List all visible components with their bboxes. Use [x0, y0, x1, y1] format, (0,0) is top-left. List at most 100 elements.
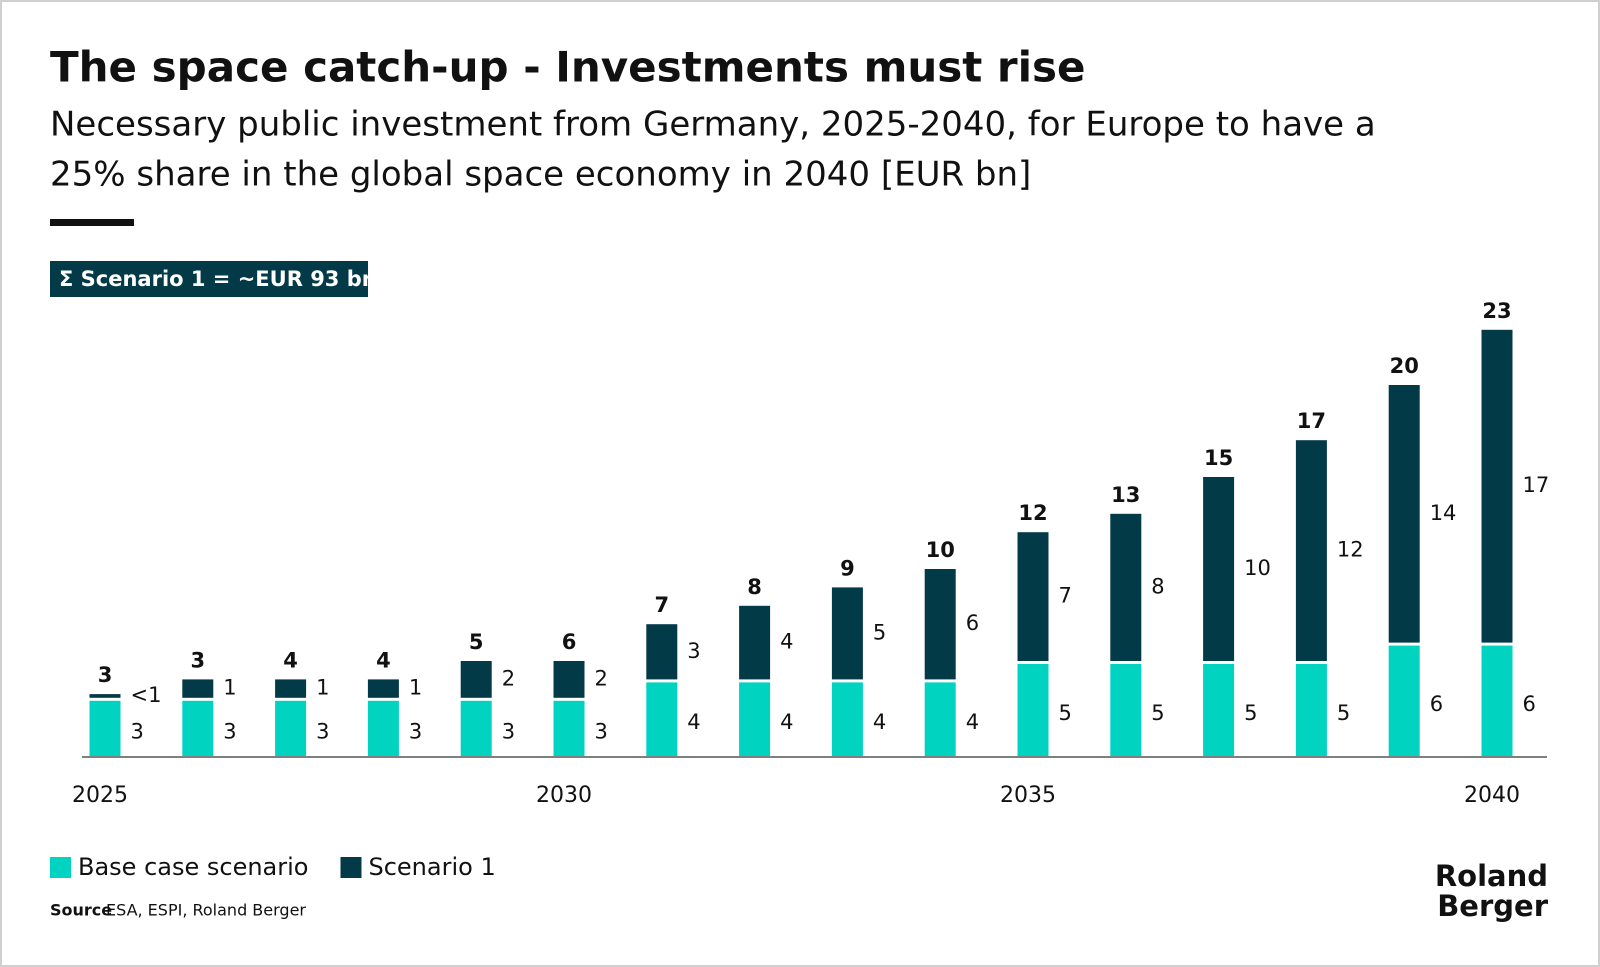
value-label: 6: [1523, 692, 1536, 716]
total-label: 17: [1297, 409, 1326, 433]
value-label: 3: [316, 719, 329, 743]
bar-segment: [275, 679, 307, 698]
bar-segment: [1110, 513, 1142, 661]
bar-segment: [831, 682, 863, 756]
bar-segment: [460, 700, 492, 756]
subtitle: Necessary public investment from Germany…: [50, 105, 1376, 145]
x-tick-label: 2025: [72, 783, 128, 808]
total-label: 4: [283, 648, 298, 672]
total-label: 13: [1111, 483, 1140, 507]
bar-segment: [367, 700, 399, 756]
value-label: 5: [1151, 701, 1164, 725]
bar-segment: [182, 700, 214, 756]
total-label: 9: [840, 556, 855, 580]
bar-segment: [1017, 532, 1049, 661]
value-label: 12: [1337, 538, 1364, 562]
value-label: 6: [966, 611, 979, 635]
total-label: 7: [654, 593, 669, 617]
bar-segment: [89, 700, 121, 756]
value-label: 1: [409, 676, 422, 700]
bar-segment: [924, 682, 956, 756]
legend-swatch: [50, 857, 71, 878]
value-label: 4: [687, 710, 700, 734]
value-label: 4: [873, 710, 886, 734]
legend-label: Base case scenario: [78, 853, 308, 881]
logo: Roland: [1435, 859, 1548, 893]
x-tick-label: 2040: [1464, 783, 1520, 808]
bar-segment: [646, 682, 678, 756]
x-tick-label: 2030: [536, 783, 592, 808]
value-label: 3: [595, 719, 608, 743]
logo: Berger: [1437, 889, 1549, 923]
value-label: 10: [1244, 556, 1271, 580]
total-label: 23: [1482, 299, 1511, 323]
value-label: 14: [1430, 501, 1457, 525]
value-label: 2: [502, 666, 515, 690]
value-label: 8: [1151, 574, 1164, 598]
value-label: <1: [131, 683, 162, 707]
bar-segment: [460, 661, 492, 698]
source-label: Source: [50, 901, 112, 920]
bar-segment: [739, 682, 771, 756]
bar-segment: [1017, 664, 1049, 756]
subtitle: 25% share in the global space economy in…: [50, 155, 1031, 195]
value-label: 4: [966, 710, 979, 734]
bar-segment: [553, 700, 585, 756]
value-label: 4: [780, 630, 793, 654]
value-label: 3: [131, 719, 144, 743]
total-label: 10: [926, 538, 955, 562]
total-label: 6: [562, 630, 577, 654]
total-label: 20: [1390, 354, 1419, 378]
total-label: 3: [190, 648, 205, 672]
value-label: 3: [409, 719, 422, 743]
bar-segment: [646, 624, 678, 680]
bar-segment: [553, 661, 585, 698]
bar-segment: [1203, 477, 1235, 661]
bar-segment: [1481, 329, 1513, 643]
bar-segment: [1110, 664, 1142, 756]
bar-segment: [182, 679, 214, 698]
source: ESA, ESPI, Roland Berger: [106, 901, 306, 920]
annotation: Σ Scenario 1 = ~EUR 93 bn: [59, 267, 377, 291]
value-label: 7: [1059, 584, 1072, 608]
bar-segment: [1388, 385, 1420, 643]
x-tick-label: 2035: [1000, 783, 1056, 808]
value-label: 1: [316, 676, 329, 700]
value-label: 2: [595, 666, 608, 690]
bar-segment: [924, 569, 956, 680]
total-label: 12: [1018, 501, 1047, 525]
total-label: 15: [1204, 446, 1233, 470]
total-label: 4: [376, 648, 391, 672]
bar-segment: [1388, 645, 1420, 756]
total-label: 8: [747, 575, 762, 599]
title-rule: [50, 219, 134, 226]
value-label: 3: [502, 719, 515, 743]
bar-segment: [1481, 645, 1513, 756]
annotation-box: [50, 261, 368, 297]
value-label: 6: [1430, 692, 1443, 716]
chart-title: The space catch-up - Investments must ri…: [50, 43, 1086, 92]
value-label: 5: [1059, 701, 1072, 725]
value-label: 5: [1244, 701, 1257, 725]
bar-segment: [1295, 440, 1327, 661]
value-label: 4: [780, 710, 793, 734]
bar-segment: [831, 587, 863, 680]
bar-segment: [275, 700, 307, 756]
value-label: 5: [873, 620, 886, 644]
bar-segment: [89, 694, 121, 698]
value-label: 1: [223, 676, 236, 700]
bar-segment: [1203, 664, 1235, 756]
legend-label: Scenario 1: [368, 853, 495, 881]
value-label: 3: [223, 719, 236, 743]
total-label: 3: [98, 663, 113, 687]
value-label: 5: [1337, 701, 1350, 725]
bar-segment: [1295, 664, 1327, 756]
bar-segment: [367, 679, 399, 698]
legend-swatch: [340, 857, 362, 878]
bar-segment: [739, 605, 771, 680]
total-label: 5: [469, 630, 484, 654]
value-label: 3: [687, 639, 700, 663]
value-label: 17: [1523, 473, 1550, 497]
